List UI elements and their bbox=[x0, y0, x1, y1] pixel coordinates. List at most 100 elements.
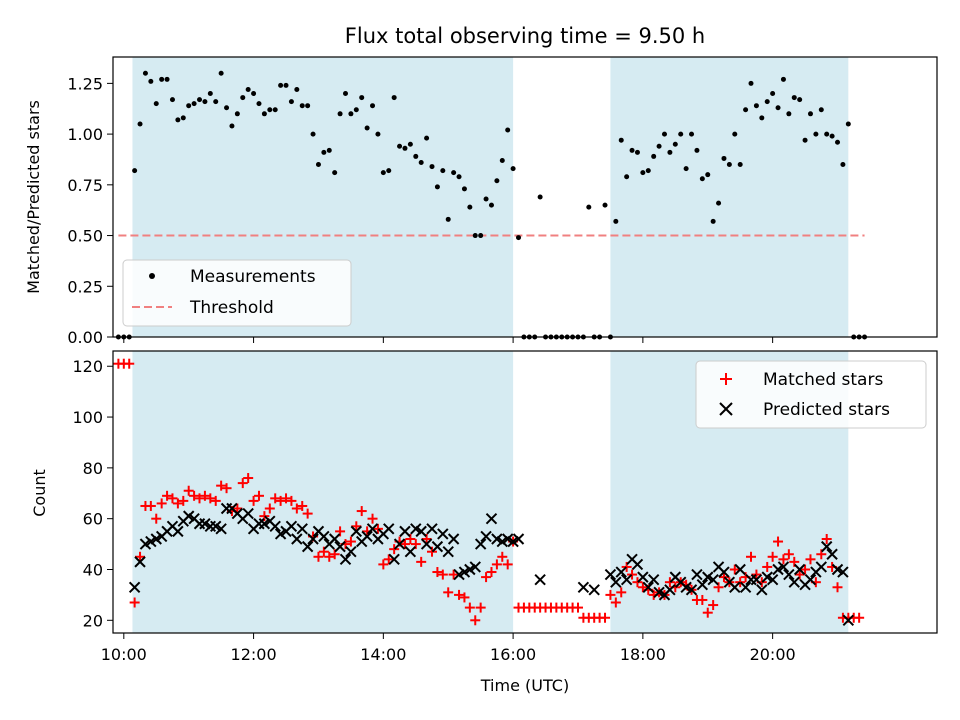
measurement-point bbox=[370, 103, 376, 109]
measurement-point bbox=[494, 178, 500, 184]
predicted-star-marker bbox=[783, 568, 795, 581]
measurement-point bbox=[645, 168, 651, 174]
matched-star-marker bbox=[135, 551, 146, 562]
measurement-point bbox=[780, 76, 786, 82]
matched-star-marker bbox=[448, 569, 459, 580]
measurement-point bbox=[256, 101, 262, 107]
marker-stroke bbox=[388, 553, 400, 566]
measurement-point bbox=[153, 101, 159, 107]
measurement-point bbox=[478, 233, 484, 239]
matched-star-marker bbox=[162, 490, 173, 501]
marker-stroke bbox=[199, 518, 211, 530]
predicted-star-marker bbox=[734, 563, 746, 576]
bottom-observing-window-0 bbox=[132, 351, 514, 633]
top-legend: Measurements Threshold bbox=[122, 259, 352, 327]
matched-star-marker bbox=[805, 554, 816, 565]
measurement-point bbox=[407, 141, 413, 147]
predicted-star-marker bbox=[134, 556, 146, 568]
matched-star-marker bbox=[497, 551, 508, 562]
marker-stroke bbox=[761, 571, 773, 583]
measurement-point bbox=[213, 99, 219, 105]
marker-stroke bbox=[172, 525, 184, 538]
measurement-point bbox=[824, 131, 830, 137]
legend-predicted-marker bbox=[719, 402, 733, 416]
marker-stroke bbox=[231, 507, 244, 520]
marker-stroke bbox=[312, 525, 325, 538]
matched-star-marker bbox=[437, 569, 448, 580]
predicted-star-marker bbox=[399, 525, 411, 538]
measurement-point bbox=[602, 202, 608, 208]
marker-stroke bbox=[534, 573, 546, 586]
measurement-point bbox=[775, 105, 781, 111]
marker-stroke bbox=[296, 523, 308, 535]
marker-stroke bbox=[712, 561, 725, 573]
marker-stroke bbox=[301, 540, 314, 553]
measurement-point bbox=[456, 174, 462, 180]
measurement-point bbox=[634, 149, 640, 155]
x-tick-label: 18:00 bbox=[620, 645, 666, 664]
predicted-star-marker bbox=[383, 523, 395, 535]
predicted-star-marker bbox=[307, 533, 319, 545]
matched-star-marker bbox=[767, 551, 778, 562]
predicted-star-marker bbox=[766, 573, 779, 586]
marker-stroke bbox=[626, 553, 638, 566]
predicted-star-marker bbox=[426, 523, 438, 535]
matched-star-marker bbox=[248, 495, 259, 506]
measurement-point bbox=[224, 105, 230, 111]
measurement-point bbox=[678, 131, 684, 137]
marker-stroke bbox=[729, 581, 741, 593]
marker-stroke bbox=[734, 563, 746, 576]
measurement-point bbox=[337, 111, 343, 117]
measurement-point bbox=[164, 76, 170, 82]
measurement-point bbox=[505, 127, 511, 133]
measurement-point bbox=[288, 99, 294, 105]
measurement-point bbox=[326, 147, 332, 153]
matched-star-marker bbox=[572, 602, 583, 613]
top-y-tick-label: 0.25 bbox=[67, 277, 103, 296]
matched-star-marker bbox=[286, 495, 297, 506]
matched-star-marker bbox=[751, 569, 762, 580]
matched-star-marker bbox=[291, 503, 302, 514]
marker-stroke bbox=[691, 568, 703, 581]
marker-stroke bbox=[631, 558, 644, 571]
measurement-point bbox=[440, 168, 446, 174]
measurement-point bbox=[418, 160, 424, 166]
marker-stroke bbox=[756, 584, 768, 596]
predicted-star-marker bbox=[442, 545, 454, 558]
bottom-y-tick-label: 80 bbox=[83, 459, 103, 478]
matched-star-marker bbox=[443, 587, 454, 598]
marker-stroke bbox=[707, 573, 719, 586]
measurement-point bbox=[472, 233, 478, 239]
measurement-point bbox=[586, 204, 592, 210]
measurement-point bbox=[332, 170, 338, 176]
measurement-point bbox=[818, 107, 824, 113]
measurement-point bbox=[321, 149, 327, 155]
marker-stroke bbox=[777, 561, 790, 573]
measurement-point bbox=[791, 95, 797, 101]
measurement-point bbox=[245, 86, 251, 92]
matched-star-marker bbox=[383, 554, 394, 565]
predicted-star-marker bbox=[366, 523, 379, 535]
measurement-point bbox=[721, 155, 727, 161]
top-y-axis-label: Matched/Predicted stars bbox=[24, 100, 43, 294]
legend-predicted-label: Predicted stars bbox=[763, 400, 890, 420]
measurement-point bbox=[348, 111, 354, 117]
marker-stroke bbox=[783, 568, 795, 581]
measurement-point bbox=[764, 99, 770, 105]
marker-stroke bbox=[328, 533, 341, 545]
marker-stroke bbox=[820, 540, 833, 553]
measurement-point bbox=[802, 137, 808, 143]
marker-stroke bbox=[399, 525, 411, 538]
measurement-point bbox=[234, 111, 240, 117]
measurement-point bbox=[251, 91, 257, 97]
predicted-star-marker bbox=[631, 558, 644, 571]
matched-star-marker bbox=[216, 480, 227, 491]
matched-star-marker bbox=[664, 577, 675, 588]
matched-star-marker bbox=[189, 490, 200, 501]
matched-star-marker bbox=[778, 554, 789, 565]
marker-stroke bbox=[415, 525, 427, 538]
top-legend-frame bbox=[122, 259, 352, 327]
matched-star-marker bbox=[735, 577, 746, 588]
measurement-point bbox=[732, 131, 738, 137]
